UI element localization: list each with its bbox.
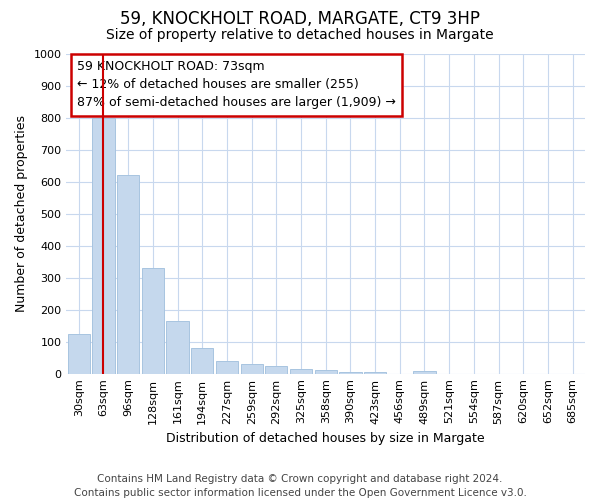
Bar — [413, 371, 436, 374]
Bar — [166, 321, 188, 374]
Bar — [241, 364, 263, 374]
Bar — [191, 348, 214, 374]
Bar — [364, 372, 386, 374]
Bar — [92, 118, 115, 374]
Bar — [117, 176, 139, 374]
Bar — [290, 369, 312, 374]
Text: Contains HM Land Registry data © Crown copyright and database right 2024.
Contai: Contains HM Land Registry data © Crown c… — [74, 474, 526, 498]
X-axis label: Distribution of detached houses by size in Margate: Distribution of detached houses by size … — [166, 432, 485, 445]
Bar — [314, 370, 337, 374]
Bar — [216, 361, 238, 374]
Text: Size of property relative to detached houses in Margate: Size of property relative to detached ho… — [106, 28, 494, 42]
Bar — [68, 334, 90, 374]
Y-axis label: Number of detached properties: Number of detached properties — [15, 116, 28, 312]
Text: 59 KNOCKHOLT ROAD: 73sqm
← 12% of detached houses are smaller (255)
87% of semi-: 59 KNOCKHOLT ROAD: 73sqm ← 12% of detach… — [77, 60, 395, 110]
Bar — [142, 268, 164, 374]
Bar — [339, 372, 362, 374]
Text: 59, KNOCKHOLT ROAD, MARGATE, CT9 3HP: 59, KNOCKHOLT ROAD, MARGATE, CT9 3HP — [120, 10, 480, 28]
Bar — [265, 366, 287, 374]
